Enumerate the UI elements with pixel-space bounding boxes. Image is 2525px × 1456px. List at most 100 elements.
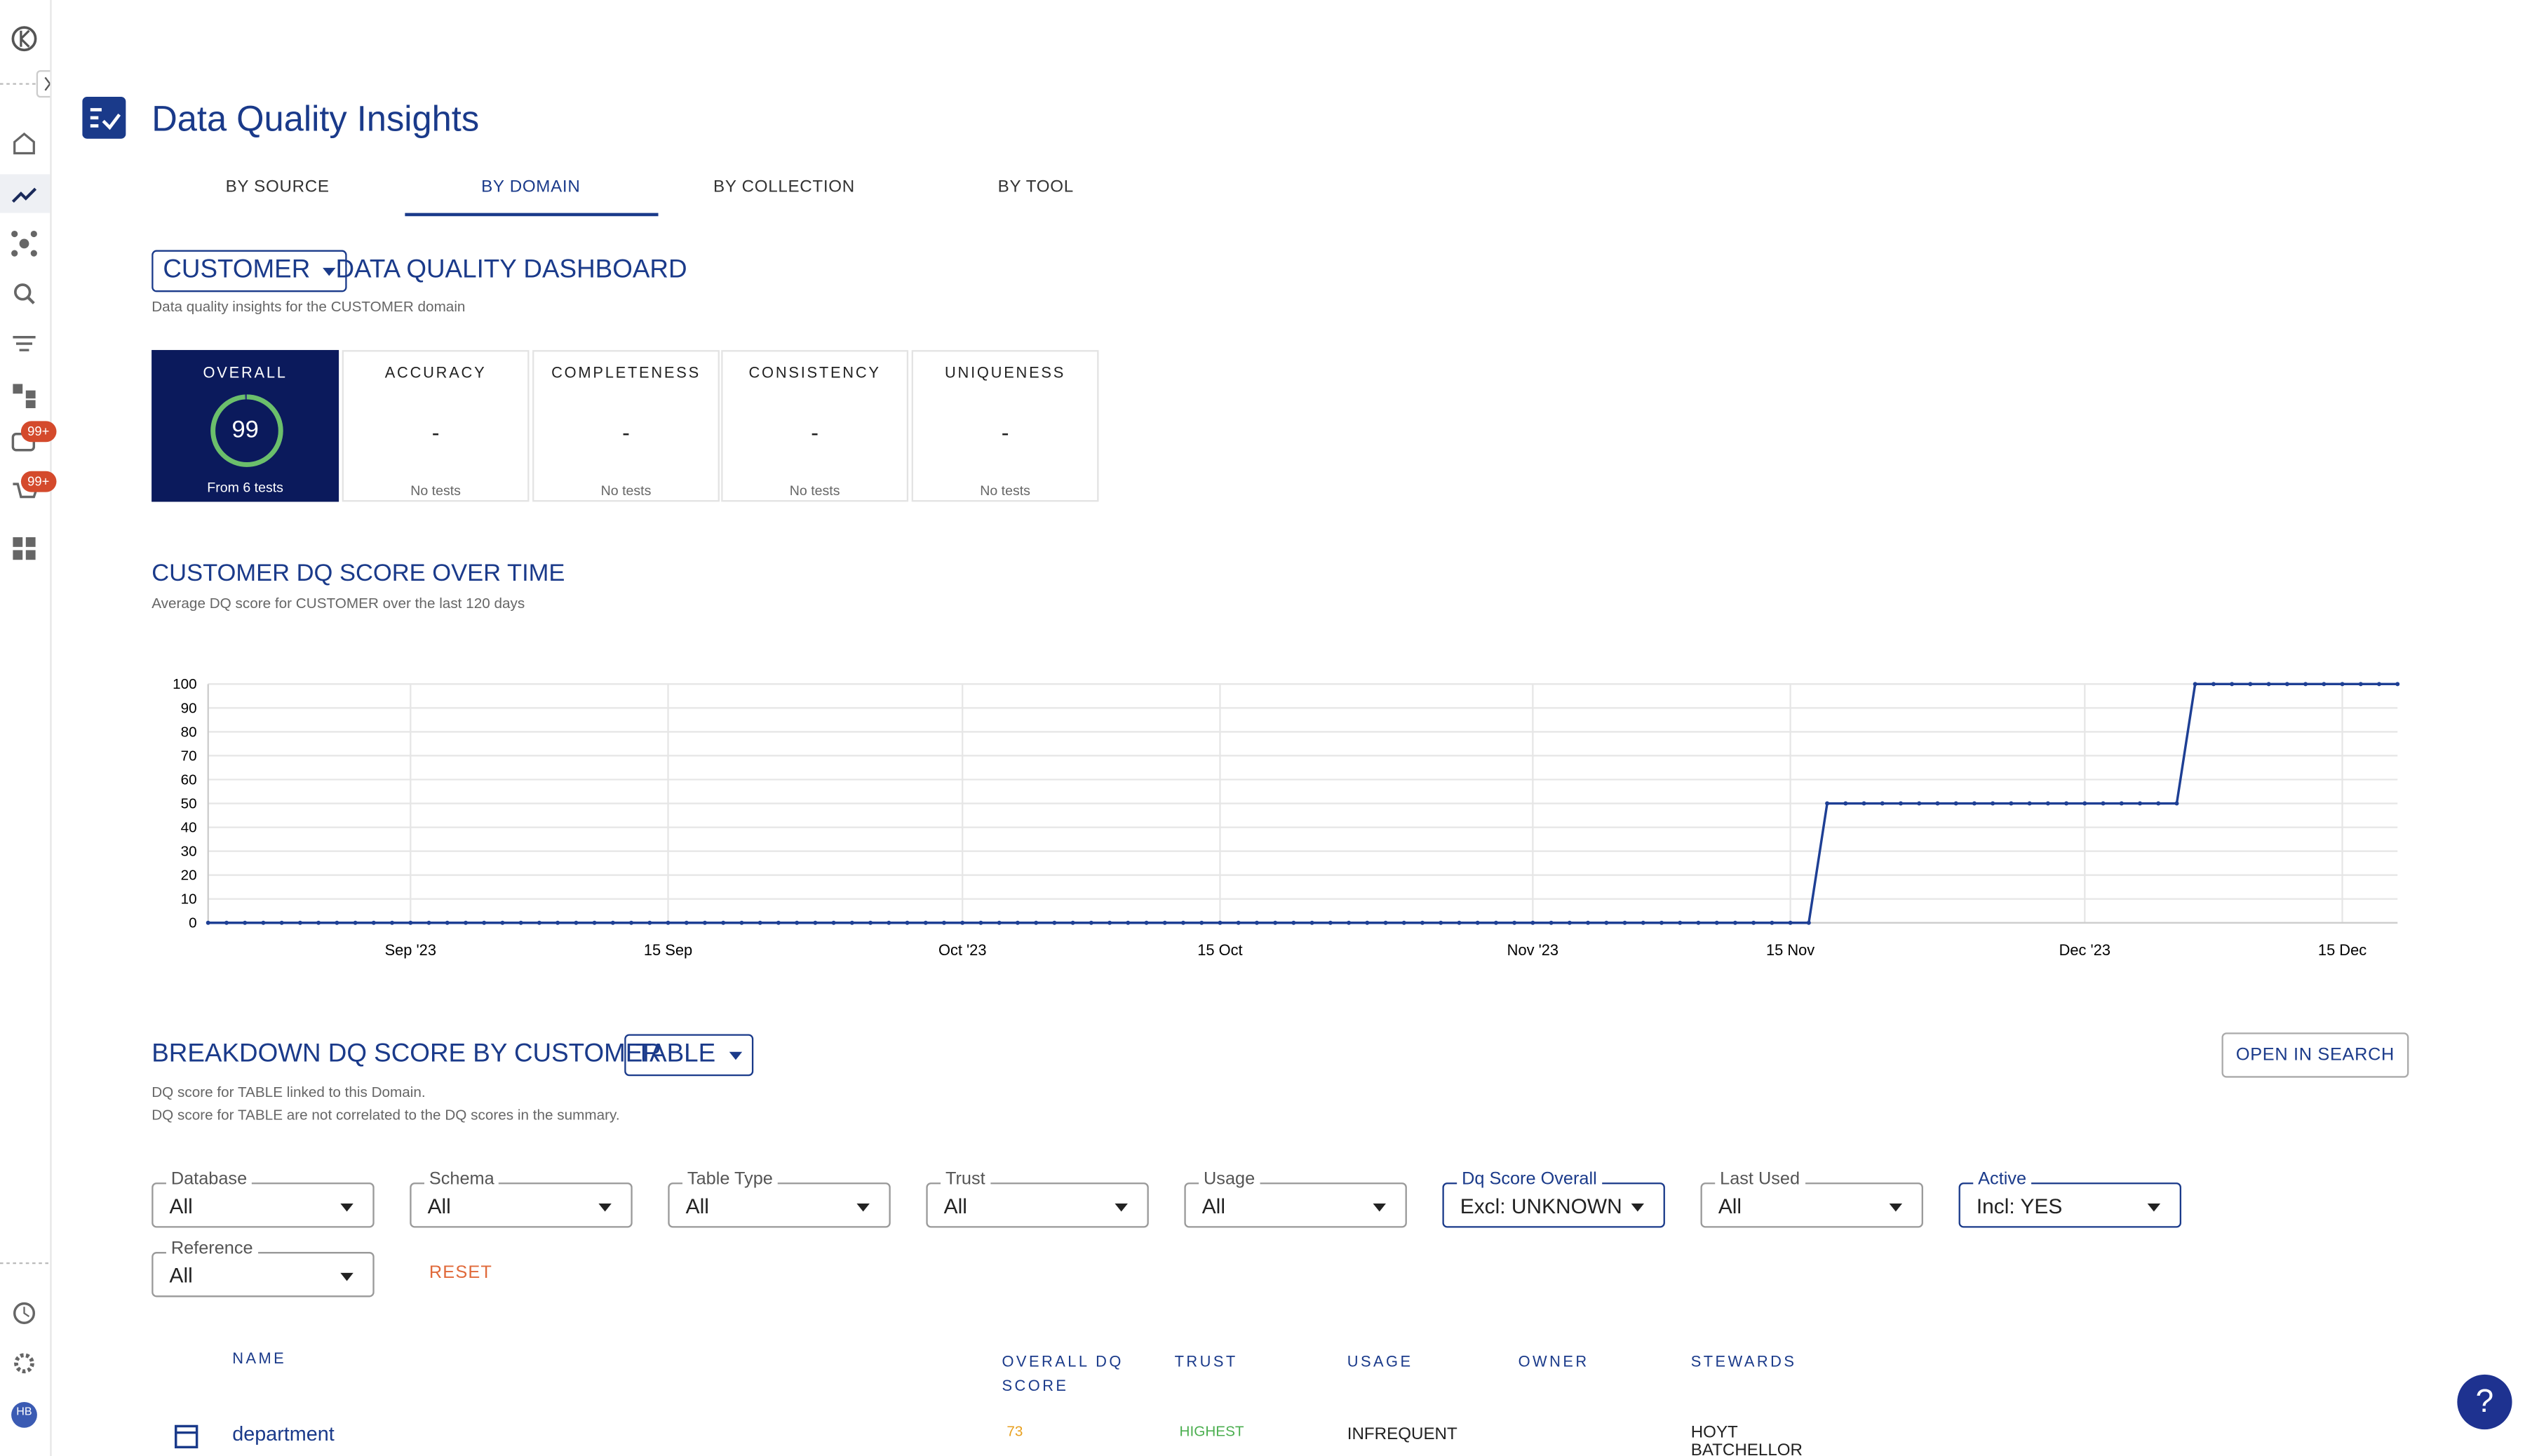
filter[interactable]: Schema All: [410, 1169, 633, 1228]
level-selector[interactable]: TABLE: [624, 1034, 753, 1077]
sidebar-icons: [0, 26, 61, 1428]
card-label: UNIQUENESS: [945, 364, 1066, 383]
point: [1420, 920, 1425, 925]
filter[interactable]: Active Incl: YES: [1958, 1169, 2182, 1228]
point: [721, 920, 726, 925]
point: [1328, 920, 1333, 925]
point: [1899, 801, 1903, 806]
point: [1254, 920, 1259, 925]
point: [1144, 920, 1149, 925]
card-note: From 6 tests: [207, 479, 283, 496]
row-name[interactable]: department: [232, 1422, 335, 1446]
point: [335, 920, 339, 925]
point: [1935, 801, 1940, 806]
filter-label: Last Used: [1715, 1169, 1805, 1189]
point: [500, 920, 505, 925]
level-value: TABLE: [635, 1040, 716, 1068]
point: [702, 920, 707, 925]
point: [1236, 920, 1241, 925]
y-tick-label: 90: [181, 700, 197, 716]
point: [1659, 920, 1664, 925]
point: [2119, 801, 2124, 806]
point: [279, 920, 284, 925]
point: [2230, 682, 2235, 687]
domain-selector[interactable]: CUSTOMER: [152, 250, 348, 292]
filter[interactable]: Reference All: [152, 1239, 375, 1297]
point: [831, 920, 836, 925]
point: [610, 920, 615, 925]
filter-label: Active: [1973, 1169, 2032, 1189]
sidebar: 99+ 99+ HB: [0, 0, 61, 1456]
x-tick-label: Nov '23: [1507, 941, 1558, 959]
point: [2064, 801, 2069, 806]
y-tick-label: 60: [181, 771, 197, 788]
y-tick-label: 20: [181, 868, 197, 884]
filter-arrow: [340, 1204, 354, 1218]
column-header: OWNER: [1518, 1353, 1589, 1372]
point: [1199, 920, 1204, 925]
point: [2377, 682, 2382, 687]
point: [960, 920, 965, 925]
point: [647, 920, 652, 925]
point: [1015, 920, 1020, 925]
tab[interactable]: BY TOOL: [997, 177, 1074, 197]
icon-frame: [175, 1424, 198, 1449]
chart-subtitle: Average DQ score for CUSTOMER over the l…: [152, 595, 525, 612]
card-value: -: [1001, 419, 1009, 445]
column-header: TRUST: [1174, 1353, 1238, 1372]
reset-button[interactable]: RESET: [429, 1263, 493, 1283]
point: [1825, 801, 1830, 806]
point: [445, 920, 450, 925]
point: [297, 920, 302, 925]
point: [2156, 801, 2161, 806]
card-note: No tests: [980, 482, 1030, 499]
avatar[interactable]: HB: [16, 1406, 32, 1418]
tab[interactable]: BY SOURCE: [225, 177, 330, 197]
point: [1162, 920, 1167, 925]
point: [868, 920, 873, 925]
help-button[interactable]: ?: [2457, 1374, 2512, 1430]
point: [684, 920, 689, 925]
point: [261, 920, 266, 925]
filter[interactable]: Last Used All: [1700, 1169, 1923, 1228]
filter[interactable]: Database All: [152, 1169, 375, 1228]
point: [1788, 920, 1793, 925]
tab[interactable]: BY DOMAIN: [481, 177, 581, 197]
card-label: COMPLETENESS: [551, 364, 701, 383]
badge: 99+: [20, 471, 56, 492]
card-label: CONSISTENCY: [748, 364, 881, 383]
filter[interactable]: Usage All: [1184, 1169, 1407, 1228]
point: [1861, 801, 1866, 806]
point: [2009, 801, 2014, 806]
domain-value: CUSTOMER: [163, 256, 311, 284]
column-header: OVERALL DQ SCORE: [1002, 1353, 1124, 1396]
point: [1972, 801, 1977, 806]
chart-title: CUSTOMER DQ SCORE OVER TIME: [152, 560, 565, 588]
card-value: 99: [231, 416, 259, 444]
point: [243, 920, 248, 925]
y-tick-label: 40: [181, 819, 197, 835]
filter-value: Excl: UNKNOWN: [1460, 1194, 1622, 1218]
point: [2395, 682, 2400, 687]
point: [2358, 682, 2363, 687]
point: [1696, 920, 1701, 925]
filter[interactable]: Trust All: [926, 1169, 1149, 1228]
filter[interactable]: Table Type All: [668, 1169, 891, 1228]
point: [426, 920, 431, 925]
point: [1586, 920, 1591, 925]
point: [1034, 920, 1039, 925]
x-tick-label: 15 Dec: [2318, 941, 2366, 959]
point: [887, 920, 891, 925]
card-label: OVERALL: [203, 364, 288, 383]
filter-value: All: [169, 1194, 193, 1218]
header-icon: [82, 97, 126, 139]
point: [316, 920, 321, 925]
filter[interactable]: Dq Score Overall Excl: UNKNOWN: [1442, 1169, 1665, 1228]
line: [208, 682, 2398, 924]
tab[interactable]: BY COLLECTION: [713, 177, 855, 197]
point: [1383, 920, 1388, 925]
open-in-search[interactable]: OPEN IN SEARCH: [2221, 1032, 2409, 1078]
point: [1126, 920, 1131, 925]
point: [1309, 920, 1314, 925]
y-tick-label: 50: [181, 795, 197, 811]
